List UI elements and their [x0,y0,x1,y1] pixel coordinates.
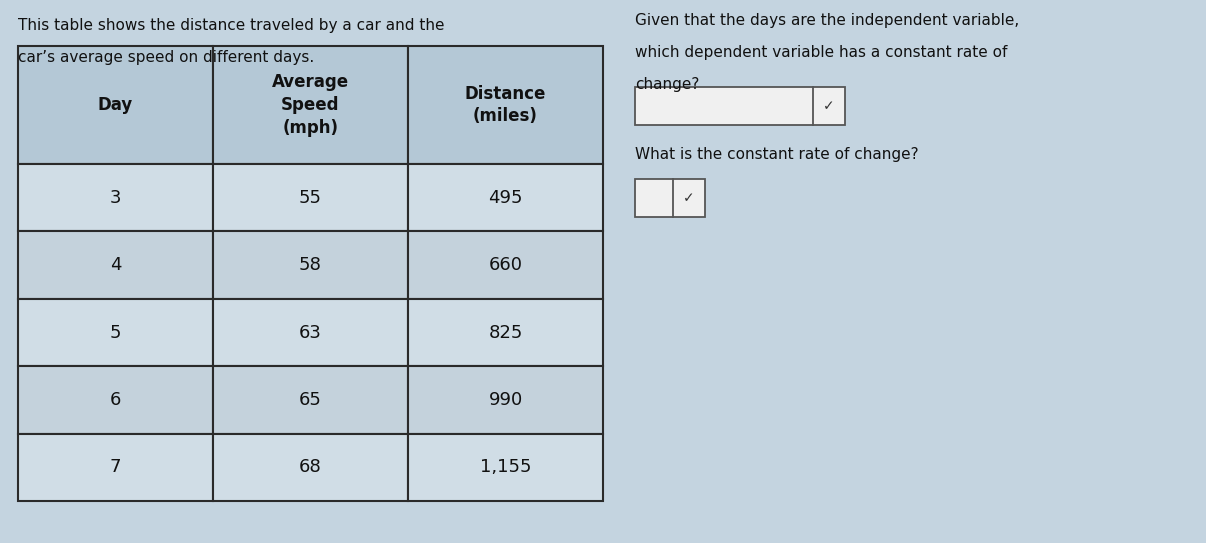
Bar [18,299,213,366]
Bar [408,231,603,299]
Text: 4: 4 [110,256,122,274]
Bar [18,366,213,434]
Bar [213,164,408,231]
Bar [213,46,408,164]
Text: 3: 3 [110,189,122,207]
Text: 7: 7 [110,458,122,476]
Bar [213,434,408,501]
Bar [408,366,603,434]
Bar [213,231,408,299]
Text: What is the constant rate of change?: What is the constant rate of change? [636,147,919,162]
Text: 1,155: 1,155 [480,458,532,476]
Text: 63: 63 [299,324,322,342]
Text: Given that the days are the independent variable,: Given that the days are the independent … [636,13,1019,28]
Bar [408,46,603,164]
Bar [408,164,603,231]
Text: 58: 58 [299,256,322,274]
Text: Distance
(miles): Distance (miles) [464,85,546,125]
Text: 55: 55 [299,189,322,207]
Text: 990: 990 [488,391,522,409]
Text: car’s average speed on different days.: car’s average speed on different days. [18,50,315,65]
Bar [636,179,706,217]
Bar [18,231,213,299]
Text: Average
Speed
(mph): Average Speed (mph) [271,73,349,137]
Text: 660: 660 [488,256,522,274]
Text: This table shows the distance traveled by a car and the: This table shows the distance traveled b… [18,18,445,33]
Bar [213,299,408,366]
Text: ✓: ✓ [824,99,835,113]
Bar [18,164,213,231]
Text: ✓: ✓ [683,191,695,205]
Text: 6: 6 [110,391,121,409]
Bar [18,434,213,501]
Text: 495: 495 [488,189,522,207]
Text: change?: change? [636,77,699,92]
Text: 68: 68 [299,458,322,476]
Text: Day: Day [98,96,133,114]
Bar [18,46,213,164]
Bar [408,299,603,366]
Text: 825: 825 [488,324,522,342]
Text: 5: 5 [110,324,122,342]
Text: which dependent variable has a constant rate of: which dependent variable has a constant … [636,45,1007,60]
Text: 65: 65 [299,391,322,409]
Bar [213,366,408,434]
Bar [408,434,603,501]
Bar [636,87,845,125]
